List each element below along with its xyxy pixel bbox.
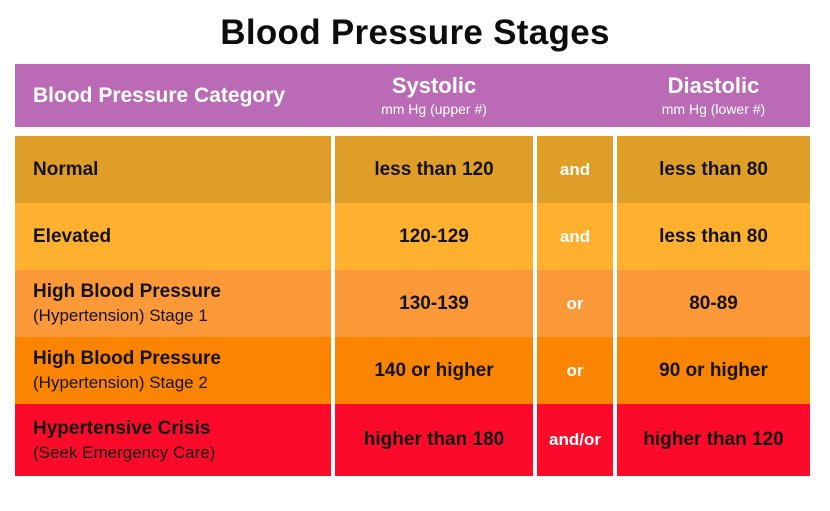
header-category: Blood Pressure Category bbox=[33, 83, 286, 107]
table-row: Hypertensive Crisis (Seek Emergency Care… bbox=[15, 404, 810, 476]
category-name: Elevated bbox=[33, 225, 112, 247]
header-systolic-subtitle: mm Hg (upper #) bbox=[381, 100, 487, 117]
category-name: High Blood Pressure bbox=[33, 348, 221, 369]
systolic-value: higher than 180 bbox=[335, 404, 533, 476]
page-title: Blood Pressure Stages bbox=[220, 13, 610, 52]
blood-pressure-table: Blood Pressure Category Systolic mm Hg (… bbox=[15, 64, 810, 476]
systolic-value: 120-129 bbox=[335, 203, 533, 270]
connector-value: and bbox=[537, 203, 613, 270]
category-subtitle: (Seek Emergency Care) bbox=[33, 442, 216, 462]
header-diastolic: Diastolic mm Hg (lower #) bbox=[617, 64, 810, 127]
connector-value: and bbox=[537, 136, 613, 203]
category-subtitle: (Hypertension) Stage 2 bbox=[33, 373, 208, 392]
table-header-row: Blood Pressure Category Systolic mm Hg (… bbox=[15, 64, 810, 127]
category-subtitle: (Hypertension) Stage 1 bbox=[33, 306, 208, 325]
diastolic-value: less than 80 bbox=[617, 203, 810, 270]
header-connector-spacer bbox=[537, 64, 613, 127]
connector-value: or bbox=[537, 270, 613, 337]
connector-value: or bbox=[537, 337, 613, 404]
header-systolic-label: Systolic bbox=[391, 73, 477, 99]
diastolic-value: less than 80 bbox=[617, 136, 810, 203]
systolic-value: less than 120 bbox=[335, 136, 533, 203]
category-cell: Normal bbox=[15, 136, 331, 203]
category-name: High Blood Pressure bbox=[33, 281, 221, 302]
diastolic-value: 80-89 bbox=[617, 270, 810, 337]
header-systolic: Systolic mm Hg (upper #) bbox=[335, 64, 533, 127]
header-diastolic-subtitle: mm Hg (lower #) bbox=[661, 100, 766, 117]
category-cell: High Blood Pressure (Hypertension) Stage… bbox=[15, 337, 331, 404]
category-cell: Hypertensive Crisis (Seek Emergency Care… bbox=[15, 404, 331, 476]
systolic-value: 140 or higher bbox=[335, 337, 533, 404]
diastolic-value: higher than 120 bbox=[617, 404, 810, 476]
table-body: Normal less than 120 and less than 80 El… bbox=[15, 136, 810, 476]
table-row: Normal less than 120 and less than 80 bbox=[15, 136, 810, 203]
category-cell: High Blood Pressure (Hypertension) Stage… bbox=[15, 270, 331, 337]
connector-value: and/or bbox=[537, 404, 613, 476]
header-diastolic-label: Diastolic bbox=[667, 73, 760, 99]
table-row: High Blood Pressure (Hypertension) Stage… bbox=[15, 337, 810, 404]
table-row: Elevated 120-129 and less than 80 bbox=[15, 203, 810, 270]
systolic-value: 130-139 bbox=[335, 270, 533, 337]
category-name: Normal bbox=[33, 158, 99, 180]
category-name: Hypertensive Crisis bbox=[33, 417, 211, 439]
table-row: High Blood Pressure (Hypertension) Stage… bbox=[15, 270, 810, 337]
category-cell: Elevated bbox=[15, 203, 331, 270]
diastolic-value: 90 or higher bbox=[617, 337, 810, 404]
